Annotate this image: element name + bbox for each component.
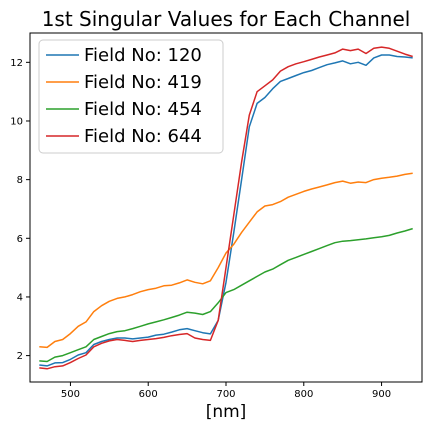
- y-tick-label: 10: [10, 116, 23, 127]
- chart-title: 1st Singular Values for Each Channel: [42, 7, 411, 31]
- axis-layer: 500 600 700 800 900 2 4 6 8 10 12: [10, 58, 391, 400]
- x-axis-label: [nm]: [206, 402, 247, 422]
- series-line-1: [39, 54, 413, 367]
- x-tick-label: 900: [372, 389, 391, 400]
- x-tick-label: 500: [61, 389, 80, 400]
- y-tick-label: 2: [17, 351, 23, 362]
- legend: Field No: 120 Field No: 419 Field No: 454 F…: [38, 39, 224, 154]
- y-tick-label: 4: [17, 292, 23, 303]
- legend-label-4: Field No: 644: [84, 126, 202, 147]
- x-tick-label: 800: [294, 389, 313, 400]
- series-line-4: [39, 46, 413, 370]
- series-line-2: [39, 172, 413, 349]
- series-layer: [39, 46, 413, 370]
- series-line-3: [39, 227, 413, 363]
- y-tick-label: 6: [17, 234, 23, 245]
- legend-label-2: Field No: 419: [84, 72, 202, 93]
- legend-label-1: Field No: 120: [84, 45, 202, 66]
- legend-label-3: Field No: 454: [84, 99, 202, 120]
- legend-box: [38, 39, 224, 154]
- x-tick-label: 600: [139, 389, 158, 400]
- y-tick-label: 8: [17, 175, 23, 186]
- x-tick-label: 700: [216, 389, 235, 400]
- y-tick-label: 12: [10, 58, 23, 69]
